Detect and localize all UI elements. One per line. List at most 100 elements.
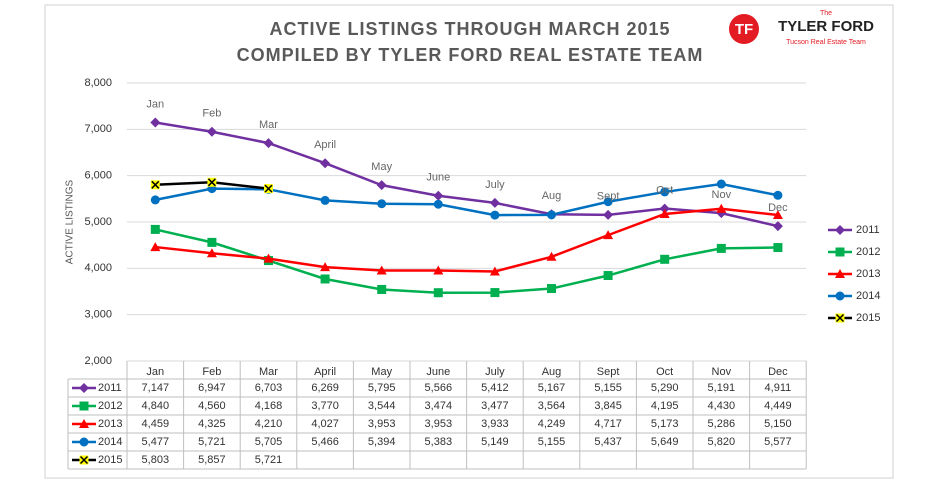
y-tick-label: 5,000 bbox=[84, 216, 112, 228]
point bbox=[320, 195, 330, 205]
x-tick-label: Feb bbox=[202, 366, 221, 378]
point-annotation: Dec bbox=[768, 202, 788, 214]
table-cell: 5,149 bbox=[481, 436, 509, 448]
table-cell: 4,840 bbox=[142, 400, 170, 412]
point bbox=[320, 158, 331, 169]
table-series-name: 2012 bbox=[98, 400, 122, 412]
x-tick-label: Mar bbox=[259, 366, 278, 378]
legend-label: 2014 bbox=[856, 290, 880, 302]
point bbox=[660, 187, 670, 197]
table-key-marker bbox=[79, 383, 89, 393]
table-cell: 4,911 bbox=[765, 382, 792, 394]
point bbox=[206, 248, 217, 258]
point bbox=[377, 284, 387, 294]
point-annotation: July bbox=[485, 179, 505, 191]
table-cell: 3,845 bbox=[594, 400, 622, 412]
legend-label: 2012 bbox=[856, 246, 880, 258]
point bbox=[206, 126, 217, 137]
table-cell: 3,474 bbox=[425, 400, 453, 412]
point bbox=[603, 209, 614, 220]
table-cell: 5,577 bbox=[764, 436, 792, 448]
point bbox=[660, 254, 670, 264]
y-tick-label: 7,000 bbox=[84, 123, 112, 135]
series-line bbox=[155, 182, 779, 217]
table-series-name: 2014 bbox=[98, 436, 122, 448]
logo-name: TYLER FORD bbox=[778, 18, 874, 35]
point bbox=[320, 274, 330, 284]
point-annotation: Nov bbox=[712, 189, 732, 201]
point-annotation: June bbox=[426, 172, 450, 184]
point bbox=[264, 184, 273, 194]
table-cell: 4,249 bbox=[538, 418, 566, 430]
logo-tagline: Tucson Real Estate Team bbox=[786, 39, 866, 46]
table-cell: 3,933 bbox=[481, 418, 509, 430]
table-cell: 5,721 bbox=[255, 454, 283, 466]
table-cell: 5,150 bbox=[764, 418, 792, 430]
point bbox=[320, 262, 331, 272]
point bbox=[150, 195, 160, 205]
table-cell: 5,167 bbox=[538, 382, 566, 394]
table-cell: 5,705 bbox=[255, 436, 283, 448]
point bbox=[659, 208, 670, 218]
logo-mark: TF bbox=[735, 21, 753, 38]
table-cell: 5,412 bbox=[481, 382, 509, 394]
table-key-marker bbox=[79, 401, 89, 411]
table-cell: 3,953 bbox=[368, 418, 396, 430]
logo-the: The bbox=[820, 10, 832, 17]
y-tick-label: 6,000 bbox=[84, 170, 112, 182]
table-cell: 4,027 bbox=[311, 418, 339, 430]
y-tick-label: 4,000 bbox=[84, 262, 112, 274]
table-cell: 5,820 bbox=[708, 436, 736, 448]
legend-label: 2013 bbox=[856, 268, 880, 280]
point-annotation: Sept bbox=[597, 191, 620, 203]
table-cell: 5,155 bbox=[538, 436, 566, 448]
point bbox=[772, 210, 783, 220]
table-cell: 5,466 bbox=[311, 436, 339, 448]
point bbox=[603, 271, 613, 281]
table-cell: 5,383 bbox=[425, 436, 453, 448]
series-line bbox=[155, 121, 779, 228]
point bbox=[716, 243, 726, 253]
y-axis-label: ACTIVE LISTINGS bbox=[65, 179, 76, 264]
point bbox=[150, 117, 161, 128]
point bbox=[150, 180, 160, 190]
x-tick-label: April bbox=[314, 366, 336, 378]
table-cell: 5,191 bbox=[708, 382, 736, 394]
point-annotation: Jan bbox=[146, 98, 164, 110]
table-cell: 4,325 bbox=[198, 418, 226, 430]
point-annotation: May bbox=[371, 161, 392, 173]
table-cell: 5,795 bbox=[368, 382, 396, 394]
legend-marker bbox=[835, 247, 845, 257]
point bbox=[772, 221, 783, 232]
table-cell: 4,195 bbox=[651, 400, 679, 412]
table-cell: 5,477 bbox=[142, 436, 170, 448]
legend-label: 2015 bbox=[856, 312, 880, 324]
point bbox=[433, 190, 444, 201]
point bbox=[433, 265, 444, 275]
x-tick-label: June bbox=[426, 366, 450, 378]
point bbox=[603, 197, 613, 207]
table-cell: 5,857 bbox=[198, 454, 226, 466]
frame bbox=[44, 4, 894, 479]
x-tick-label: Nov bbox=[712, 366, 732, 378]
table-cell: 6,947 bbox=[198, 382, 226, 394]
table-key-marker bbox=[79, 419, 89, 428]
x-tick-label: Oct bbox=[656, 366, 673, 378]
point bbox=[659, 203, 670, 214]
point bbox=[546, 251, 557, 261]
table-cell: 4,717 bbox=[594, 418, 622, 430]
table-cell: 4,210 bbox=[255, 418, 283, 430]
point bbox=[490, 210, 500, 220]
table-cell: 3,564 bbox=[538, 400, 566, 412]
table-cell: 5,155 bbox=[594, 382, 622, 394]
table-cell: 5,286 bbox=[708, 418, 736, 430]
point bbox=[773, 190, 783, 200]
y-tick-label: 3,000 bbox=[84, 309, 112, 321]
table-cell: 3,770 bbox=[311, 400, 339, 412]
table-cell: 6,269 bbox=[311, 382, 339, 394]
point bbox=[376, 180, 387, 191]
chart-subtitle: COMPILED BY TYLER FORD REAL ESTATE TEAM bbox=[237, 45, 704, 65]
x-tick-label: Dec bbox=[768, 366, 788, 378]
x-tick-label: July bbox=[485, 366, 505, 378]
